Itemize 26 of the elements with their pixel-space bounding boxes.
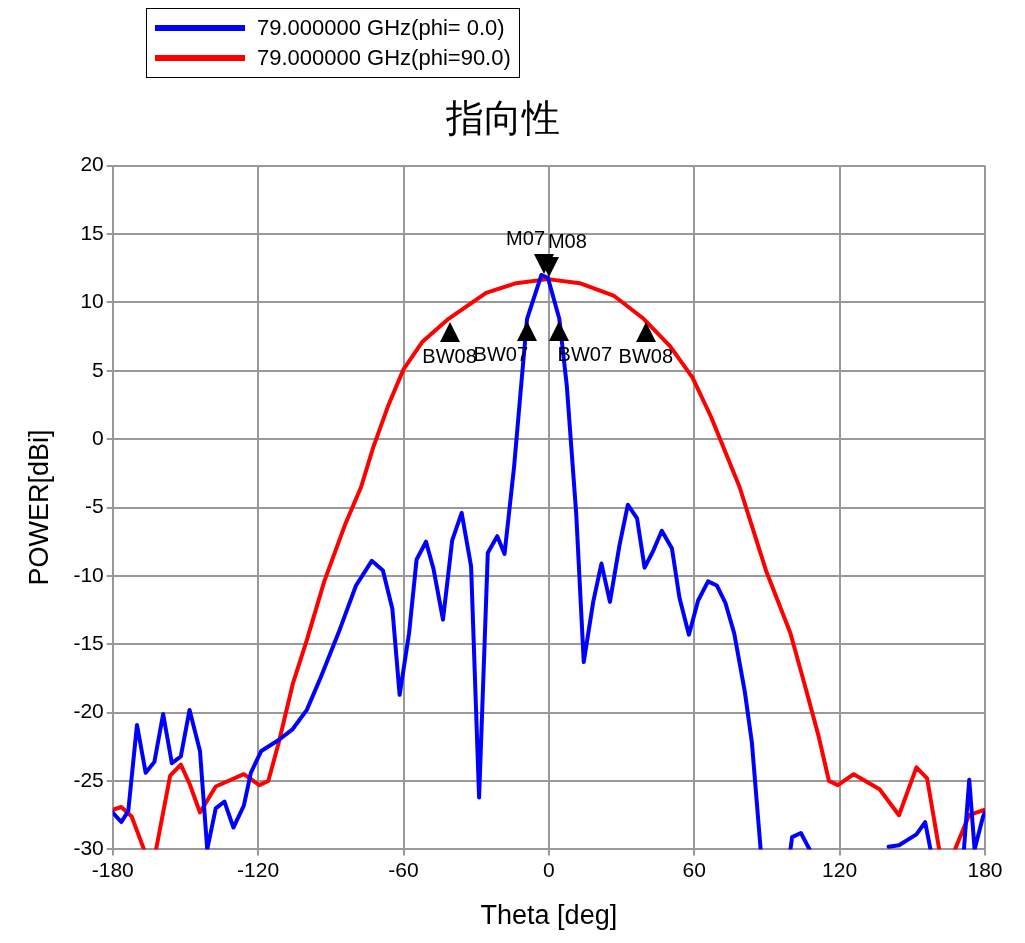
y-tick-label: 0 xyxy=(92,425,104,449)
y-axis-title: POWER[dBi] xyxy=(23,429,54,586)
annotation: BW08 xyxy=(618,344,674,367)
x-axis-title: Theta [deg] xyxy=(480,900,618,931)
y-tick-label: -25 xyxy=(73,767,104,791)
y-tick-label: 15 xyxy=(80,220,104,244)
y-tick-label: -5 xyxy=(85,494,104,518)
x-tick-label: 0 xyxy=(543,857,555,881)
y-tick-label: 10 xyxy=(80,289,104,313)
x-tick-label: 60 xyxy=(682,857,706,881)
legend-label: 79.000000 GHz(phi= 0.0) xyxy=(257,15,505,41)
x-tick-label: 180 xyxy=(967,857,1003,881)
legend-label: 79.000000 GHz(phi=90.0) xyxy=(257,45,511,71)
annotation: M08 xyxy=(547,229,587,252)
y-tick-label: -30 xyxy=(73,836,104,860)
y-tick-label: 5 xyxy=(92,357,104,381)
x-tick-label: 120 xyxy=(822,857,858,881)
y-tick-label: 20 xyxy=(80,152,104,176)
x-tick-label: -180 xyxy=(91,857,134,881)
chart-title: 指向性 xyxy=(444,97,560,140)
y-tick-label: -10 xyxy=(73,562,104,586)
annotation: M07 xyxy=(506,226,546,249)
y-tick-label: -15 xyxy=(73,631,104,655)
y-tick-label: -20 xyxy=(73,699,104,723)
x-tick-label: -60 xyxy=(388,857,419,881)
x-tick-label: -120 xyxy=(237,857,280,881)
